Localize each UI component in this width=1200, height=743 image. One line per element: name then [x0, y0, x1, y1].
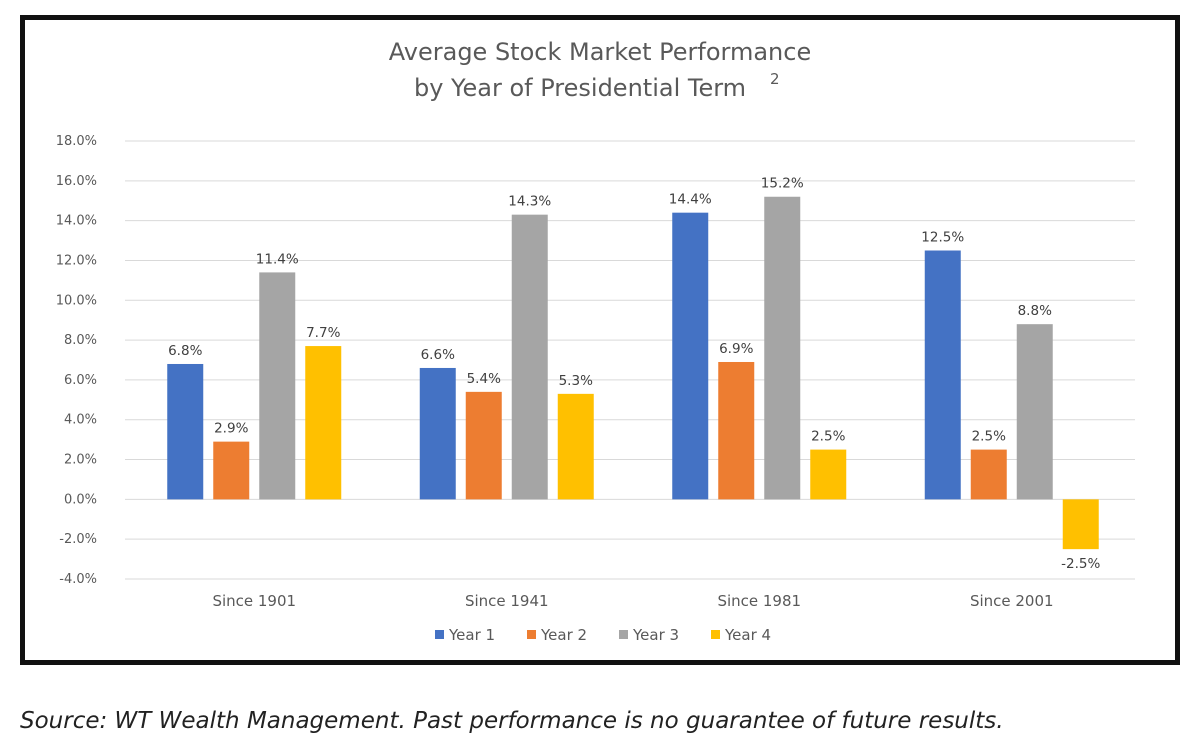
data-label: 8.8%	[1018, 303, 1052, 319]
bar	[213, 441, 250, 500]
y-tick-label: 0.0%	[64, 492, 97, 507]
legend-swatch	[527, 630, 536, 639]
bar	[718, 361, 755, 500]
y-tick-label: 12.0%	[56, 253, 97, 268]
y-tick-label: 18.0%	[56, 134, 97, 149]
data-label: 14.4%	[669, 192, 712, 208]
y-tick-label: 8.0%	[64, 333, 97, 348]
bar	[259, 272, 296, 500]
y-tick-label: 16.0%	[56, 174, 97, 189]
bar	[557, 393, 594, 500]
bar	[1016, 324, 1053, 500]
chart-title-superscript: 2	[770, 70, 780, 88]
data-label: 2.5%	[811, 429, 845, 445]
source-note: Source: WT Wealth Management. Past perfo…	[20, 708, 1004, 734]
bar	[924, 250, 961, 500]
legend-swatch	[619, 630, 628, 639]
x-category-label: Since 2001	[970, 592, 1054, 610]
y-tick-label: 6.0%	[64, 373, 97, 388]
axes: 18.0% 16.0% 14.0% 12.0% 10.0% 8.0% 6.0% 4.0% 2.0…	[56, 134, 1054, 610]
data-label: 2.9%	[214, 421, 248, 437]
bar	[1062, 499, 1099, 550]
legend-label: Year 2	[540, 626, 587, 644]
data-label: 2.5%	[972, 429, 1006, 445]
x-category-label: Since 1941	[465, 592, 549, 610]
legend-label: Year 1	[448, 626, 495, 644]
data-label: 6.6%	[421, 347, 455, 363]
data-label: 15.2%	[761, 176, 804, 192]
data-label: 6.8%	[168, 343, 202, 359]
y-tick-label: 10.0%	[56, 293, 97, 308]
data-label: 12.5%	[921, 230, 964, 246]
data-label: 6.9%	[719, 341, 753, 357]
chart-title-line-2: by Year of Presidential Term	[414, 74, 746, 102]
bars	[167, 196, 1099, 550]
bar	[167, 363, 204, 500]
legend-swatch	[711, 630, 720, 639]
y-tick-label: -4.0%	[59, 572, 97, 587]
bar	[305, 346, 342, 500]
data-label: 5.3%	[559, 373, 593, 389]
bar	[970, 449, 1007, 500]
y-tick-label: 2.0%	[64, 453, 97, 468]
data-label: 14.3%	[508, 194, 551, 210]
legend-label: Year 3	[632, 626, 679, 644]
chart-title-line-1: Average Stock Market Performance	[389, 38, 811, 66]
y-tick-label: 4.0%	[64, 413, 97, 428]
legend-label: Year 4	[724, 626, 771, 644]
x-category-label: Since 1901	[212, 592, 296, 610]
bar	[465, 391, 502, 500]
bar	[672, 212, 709, 500]
bar	[511, 214, 548, 500]
legend: Year 1 Year 2 Year 3 Year 4	[435, 626, 771, 644]
legend-swatch	[435, 630, 444, 639]
data-label: 7.7%	[306, 325, 340, 341]
data-labels: 6.8% 2.9% 11.4% 7.7% 6.6% 5.4% 14.3% 5.3% 14.4% 6…	[168, 176, 1100, 572]
bar	[810, 449, 847, 500]
data-label: 5.4%	[467, 371, 501, 387]
data-label: -2.5%	[1061, 556, 1100, 572]
x-category-label: Since 1981	[717, 592, 801, 610]
bar	[764, 196, 801, 500]
data-label: 11.4%	[256, 251, 299, 267]
bar	[419, 367, 456, 500]
y-tick-label: -2.0%	[59, 532, 97, 547]
y-tick-label: 14.0%	[56, 214, 97, 229]
chart-frame: Average Stock Market Performance by Year…	[20, 15, 1180, 665]
chart: Average Stock Market Performance by Year…	[56, 38, 1135, 644]
